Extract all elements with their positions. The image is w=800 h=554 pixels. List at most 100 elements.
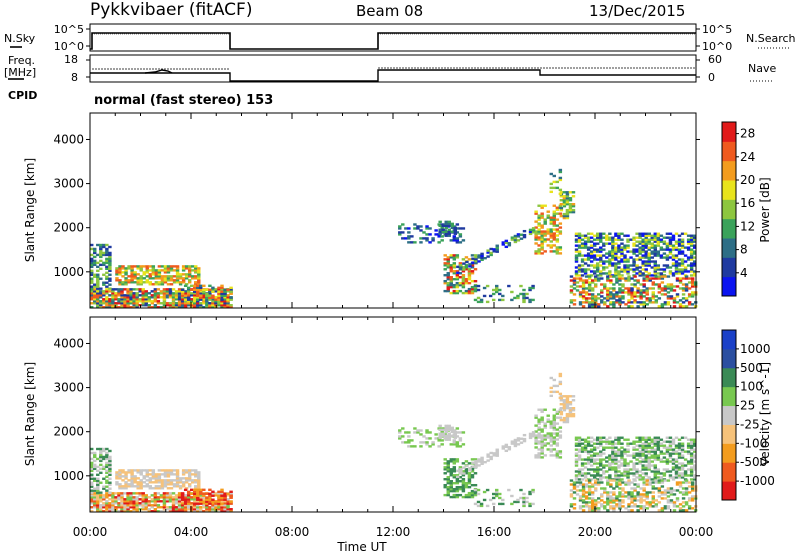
power-cell — [678, 287, 683, 290]
noise-left-tick-low: 10^0 — [54, 40, 84, 53]
velocity-cell — [217, 494, 221, 497]
power-cell — [165, 296, 170, 299]
power-cell — [123, 298, 127, 301]
power-cell — [606, 287, 610, 290]
power-cell — [446, 256, 450, 259]
power-cell — [584, 301, 589, 304]
power-cell — [183, 298, 188, 301]
power-cell — [410, 241, 414, 244]
nsearch-label: N.Search — [746, 32, 796, 45]
velocity-cell — [574, 474, 579, 477]
velocity-cell — [645, 491, 649, 494]
velocity-cell — [168, 508, 173, 511]
power-cell — [516, 233, 521, 236]
velocity-cell — [609, 491, 613, 494]
power-cell — [90, 259, 94, 263]
power-cell — [180, 296, 185, 299]
power-cell — [611, 252, 615, 255]
power-cell — [635, 258, 639, 261]
power-cell — [139, 281, 143, 284]
power-cell — [129, 306, 133, 309]
power-cell — [692, 274, 697, 277]
velocity-cell — [618, 507, 622, 510]
power-cell — [522, 233, 527, 237]
velocity-cell — [121, 471, 125, 474]
velocity-cell — [647, 446, 651, 449]
power-cell — [558, 226, 563, 229]
velocity-cell — [446, 487, 450, 491]
velocity-cell — [562, 420, 567, 424]
velocity-cell — [153, 496, 158, 499]
velocity-cell — [681, 493, 686, 496]
velocity-cell — [223, 494, 227, 497]
velocity-cell — [645, 495, 649, 498]
velocity-cell — [641, 472, 645, 475]
velocity-cell — [668, 440, 673, 443]
velocity-cell — [211, 502, 215, 505]
velocity-cell — [609, 483, 613, 486]
power-cell — [118, 273, 122, 276]
power-cell — [608, 272, 612, 275]
velocity-cell — [620, 458, 624, 461]
power-cell — [621, 285, 625, 288]
velocity-cell — [220, 498, 224, 501]
velocity-cell — [154, 481, 159, 484]
power-cell — [202, 292, 206, 295]
power-cell — [639, 297, 643, 300]
power-cell — [632, 242, 636, 245]
velocity-cell — [615, 485, 619, 488]
power-cell — [431, 239, 435, 242]
power-cell — [657, 277, 662, 280]
velocity-cell — [189, 488, 194, 492]
velocity-cell — [689, 438, 694, 441]
velocity-cell — [577, 470, 582, 473]
velocity-cell — [446, 482, 450, 485]
power-cell — [130, 271, 134, 274]
velocity-cell — [492, 454, 496, 457]
power-cell — [177, 304, 182, 307]
power-cell — [617, 260, 621, 263]
power-cell — [127, 275, 131, 278]
power-cell — [623, 246, 627, 249]
velocity-cell — [534, 416, 538, 419]
velocity-cell — [587, 487, 592, 490]
power-cell — [665, 266, 670, 269]
power-cell — [656, 240, 661, 243]
velocity-cell — [632, 452, 636, 455]
velocity-cell — [663, 489, 668, 492]
velocity-cell — [606, 497, 610, 500]
velocity-cell — [93, 500, 97, 503]
velocity-cell — [656, 456, 661, 459]
velocity-cell — [623, 452, 627, 455]
velocity-cell — [401, 435, 405, 438]
power-cell — [534, 250, 538, 253]
velocity-cell — [482, 490, 487, 494]
velocity-cell — [677, 454, 682, 457]
velocity-cell — [111, 510, 115, 513]
velocity-cell — [546, 414, 550, 417]
velocity-cell — [93, 451, 97, 455]
velocity-cell — [443, 433, 447, 436]
power-cell — [142, 273, 146, 276]
power-cell — [446, 289, 450, 293]
velocity-cell — [590, 491, 595, 494]
velocity-cell — [602, 472, 606, 475]
power-cell — [636, 279, 640, 282]
power-cell — [90, 296, 94, 299]
velocity-cell — [684, 481, 689, 484]
velocity-cell — [444, 424, 448, 428]
power-cell — [651, 283, 655, 286]
velocity-cell — [689, 466, 694, 469]
velocity-cell — [489, 455, 493, 459]
velocity-cell — [450, 430, 454, 433]
velocity-cell — [153, 504, 158, 507]
power-cell — [148, 277, 153, 280]
power-cell — [474, 257, 478, 261]
velocity-cell — [470, 476, 475, 479]
velocity-cell — [202, 488, 206, 492]
power-cell — [148, 275, 153, 278]
power-cell — [558, 188, 563, 192]
power-cell — [549, 190, 553, 194]
power-cell — [165, 288, 170, 291]
